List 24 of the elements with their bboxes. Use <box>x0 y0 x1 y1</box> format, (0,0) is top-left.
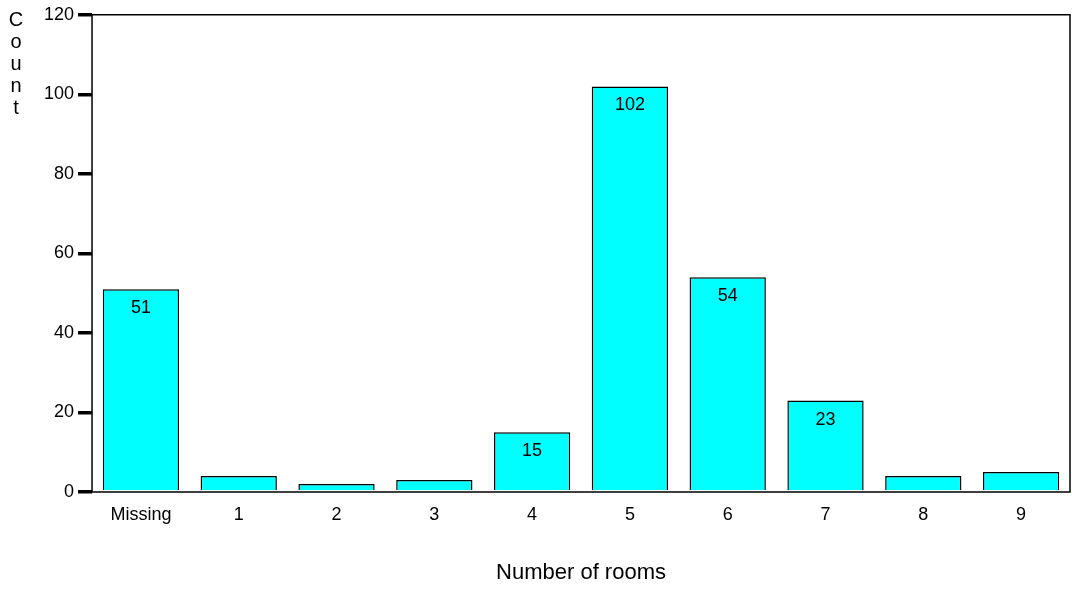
x-tick-label: 9 <box>1016 503 1027 524</box>
y-tick-label: 60 <box>54 242 75 263</box>
data-label: 102 <box>614 94 645 115</box>
x-tick-label: 8 <box>918 503 929 524</box>
data-label: 54 <box>717 285 738 306</box>
y-tick-label: 120 <box>43 3 75 24</box>
x-tick-label: 2 <box>331 503 342 524</box>
data-label: 51 <box>130 297 151 318</box>
x-axis-title: Number of rooms <box>496 558 666 584</box>
x-tick-label: 7 <box>820 503 831 524</box>
x-tick-label: 5 <box>624 503 635 524</box>
y-tick-label: 40 <box>54 321 75 342</box>
y-axis-title: Count <box>8 7 24 118</box>
x-tick-label: 4 <box>527 503 538 524</box>
data-label: 15 <box>522 440 543 461</box>
y-tick-label: 100 <box>43 83 75 104</box>
y-tick-label: 20 <box>54 401 75 422</box>
data-label: 23 <box>815 408 836 429</box>
x-tick-label: 3 <box>429 503 440 524</box>
x-tick-label: 1 <box>233 503 244 524</box>
x-tick-label: Missing <box>110 503 172 524</box>
y-tick-label: 0 <box>64 480 75 501</box>
y-tick-label: 80 <box>54 162 75 183</box>
x-tick-label: 6 <box>722 503 733 524</box>
